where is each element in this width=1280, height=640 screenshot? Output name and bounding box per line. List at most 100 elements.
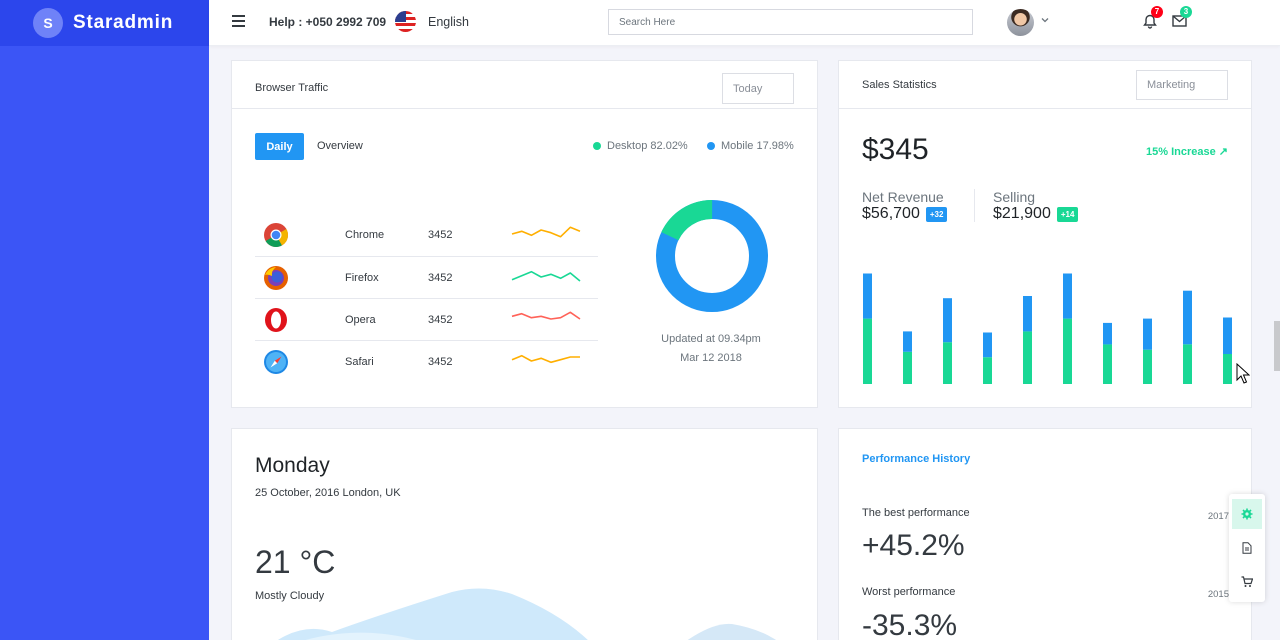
selling-label: Selling [993,189,1036,205]
net-revenue: $56,700 +32 [862,205,948,223]
updated-date: Mar 12 2018 [680,352,742,364]
browser-value: 3452 [428,272,453,284]
browser-value: 3452 [428,356,453,368]
increase-link[interactable]: 15% Increase ↗ [1146,146,1228,158]
divider [839,108,1251,109]
cart-icon [1241,576,1253,587]
mouse-cursor-icon [1236,363,1250,384]
sparkline [511,354,580,364]
divider [232,108,817,109]
brand-name: Staradmin [73,12,174,33]
legend-label: Desktop 82.02% [607,140,688,152]
brand-logo: S [33,8,63,38]
bar-green-9 [1183,344,1192,384]
notifications-count: 7 [1151,6,1163,18]
card-title: Browser Traffic [255,82,329,94]
marketing-select[interactable]: Marketing [1136,70,1228,100]
worst-performance-year: 2015 [1207,589,1229,600]
chrome-icon [264,223,288,248]
card-title: Sales Statistics [862,79,937,91]
weather-card: Monday 25 October, 2016 London, UK 21 °C… [231,428,818,640]
messages-count: 3 [1180,6,1192,18]
cart-button[interactable] [1232,567,1262,597]
bar-green-2 [903,351,912,384]
bar-green-7 [1103,344,1112,384]
best-performance-value: +45.2% [862,529,965,562]
legend-dot [593,142,601,150]
sparkline [511,270,581,282]
row-divider [255,298,598,299]
legend-mobile: Mobile 17.98% [707,140,794,152]
sparkline-path [511,226,581,238]
sales-bar-chart [863,273,1232,384]
notifications-button[interactable]: 7 [1143,6,1163,30]
selling-badge: +14 [1056,206,1079,222]
bar-blue-6 [1063,273,1072,319]
worst-performance-label: Worst performance [862,586,956,598]
selling: $21,900 +14 [993,205,1079,223]
scrollbar-thumb[interactable] [1274,321,1280,371]
divider [974,189,975,222]
weather-wave-illustration [277,588,777,640]
sales-statistics-card: Sales Statistics Marketing $345 15% Incr… [838,60,1252,408]
tab-overview[interactable]: Overview [317,140,363,152]
legend-dot [707,142,715,150]
browser-name: Firefox [345,272,379,284]
row-divider [255,340,598,341]
net-revenue-badge: +32 [925,206,948,222]
browser-name: Chrome [345,229,385,241]
bar-blue-4 [983,332,992,358]
us-flag-icon[interactable] [395,11,416,32]
performance-title: Performance History [862,453,971,465]
best-performance-year: 2017 [1207,511,1229,522]
traffic-donut-chart [655,200,768,312]
weather-day: Monday [255,454,330,477]
performance-history-card: Performance History The best performance… [838,428,1252,640]
browser-row: Chrome 3452 [255,214,598,256]
tab-daily[interactable]: Daily [255,133,304,160]
browser-value: 3452 [428,314,453,326]
worst-performance-value: -35.3% [862,609,958,640]
net-revenue-value: $56,700 [862,205,920,222]
bar-green-4 [983,357,992,384]
browser-row: Opera 3452 [255,299,598,341]
sparkline-path [511,311,581,320]
settings-button[interactable] [1232,499,1262,529]
period-select[interactable]: Today [722,73,794,104]
user-avatar[interactable] [1007,9,1034,36]
bar-blue-5 [1023,296,1032,332]
sparkline [511,226,581,238]
selling-value: $21,900 [993,205,1051,222]
sparkline-path [511,354,580,364]
top-navbar: Help : +050 2992 709 English 7 3 [209,0,1280,46]
brand[interactable]: S Staradmin [0,0,209,46]
language-selector[interactable]: English [428,15,469,29]
bar-blue-9 [1183,290,1192,345]
legend-desktop: Desktop 82.02% [593,140,688,152]
help-phone: Help : +050 2992 709 [269,15,387,29]
browser-row: Firefox 3452 [255,257,598,299]
chevron-down-icon[interactable] [1040,15,1050,25]
updated-time: Updated at 09.34pm [661,333,761,345]
browser-value: 3452 [428,229,453,241]
firefox-icon [264,266,288,290]
browser-name: Opera [345,314,376,326]
bar-green-10 [1223,354,1232,384]
messages-button[interactable]: 3 [1172,6,1192,30]
bar-green-8 [1143,349,1152,384]
bar-green-6 [1063,318,1072,384]
bar-green-3 [943,342,952,384]
search-input[interactable] [608,9,973,35]
menu-toggle-icon[interactable] [232,15,245,27]
browser-name: Safari [345,356,374,368]
sparkline [511,311,581,320]
net-revenue-label: Net Revenue [862,189,944,205]
bar-green-1 [863,318,872,384]
sidebar [0,0,209,640]
document-button[interactable] [1232,533,1262,563]
bar-blue-10 [1223,317,1232,354]
sparkline-path [511,270,581,282]
weather-condition: Mostly Cloudy [255,590,325,602]
bar-blue-8 [1143,318,1152,350]
bar-blue-3 [943,298,952,343]
